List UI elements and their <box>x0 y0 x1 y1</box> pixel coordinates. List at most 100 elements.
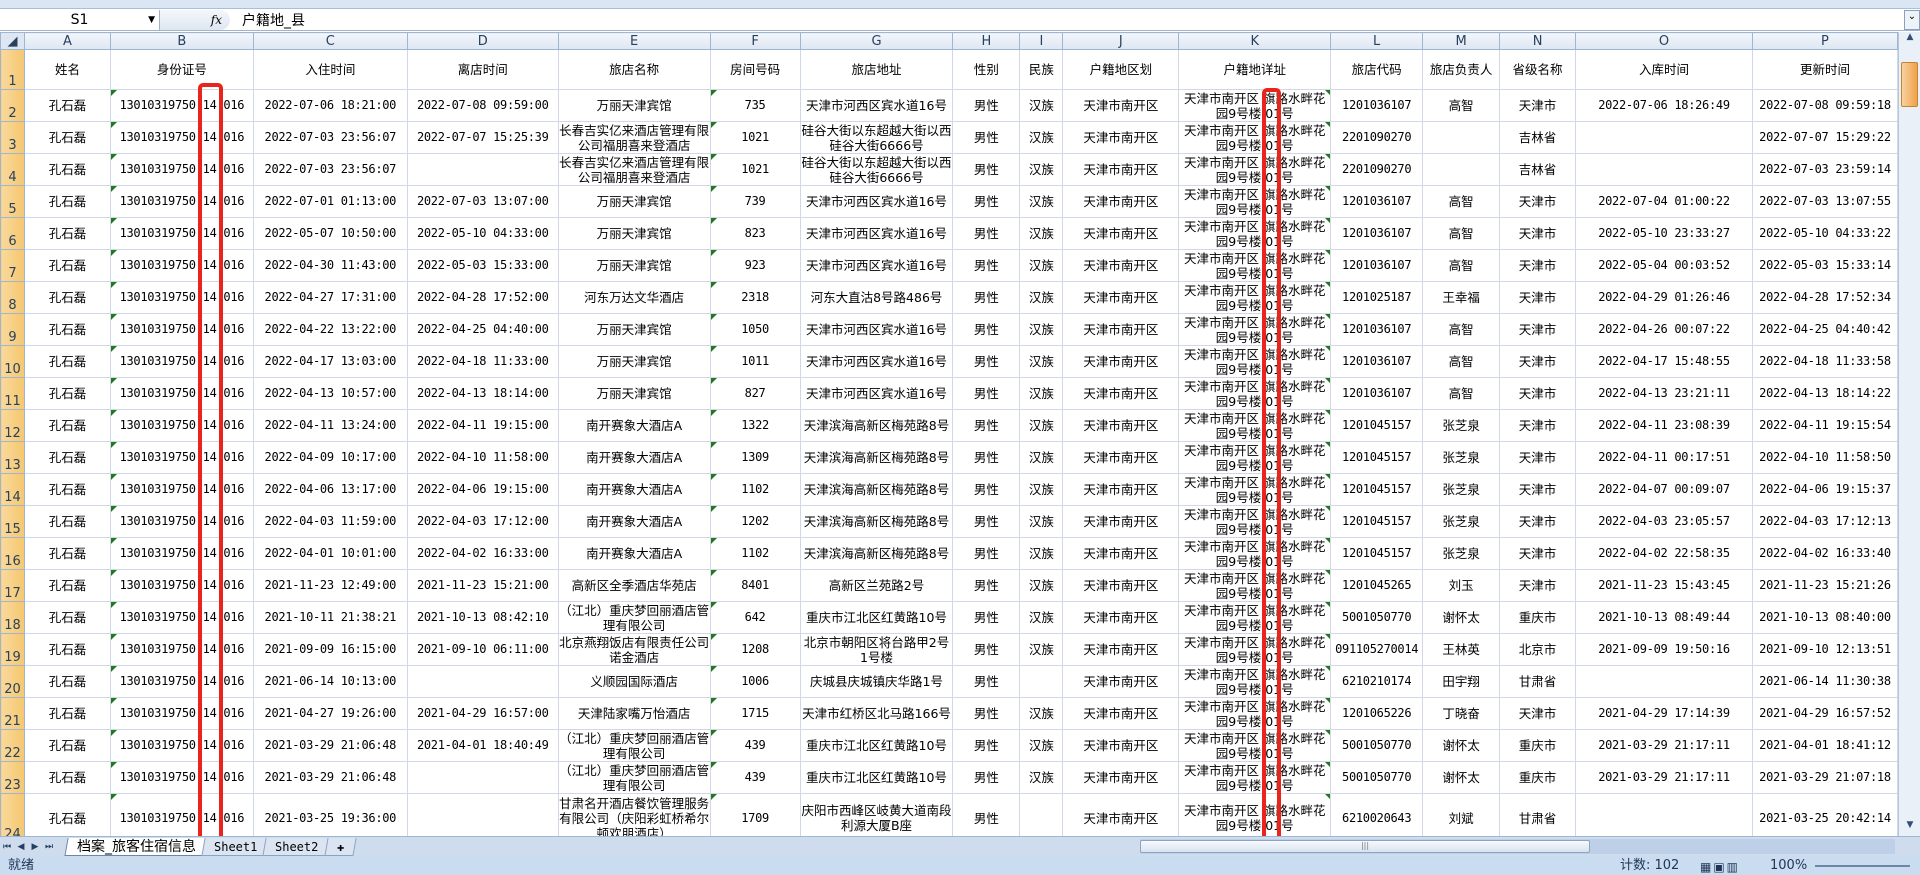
cell-p[interactable]: 2021-03-29 21:07:18 <box>1751 761 1898 794</box>
cell-c[interactable]: 2022-04-06 13:17:00 <box>252 473 408 506</box>
header-cell[interactable]: 旅店负责人 <box>1422 49 1501 90</box>
header-cell[interactable]: 省级名称 <box>1499 49 1577 90</box>
header-cell[interactable]: 离店时间 <box>406 49 559 90</box>
cell-n[interactable]: 天津市 <box>1499 345 1577 378</box>
cell-l[interactable]: 1201045157 <box>1330 409 1424 442</box>
cell-b[interactable]: 13010319750 14 016 <box>109 377 254 410</box>
cell-m[interactable]: 王林英 <box>1422 633 1501 666</box>
cell-a[interactable]: 孔石磊 <box>23 729 111 762</box>
cell-l[interactable]: 1201045157 <box>1330 473 1424 506</box>
cell-b[interactable]: 13010319750 14 016 <box>109 249 254 282</box>
header-cell[interactable]: 入住时间 <box>252 49 408 90</box>
cell-g[interactable]: 天津市红桥区北马路166号 <box>799 697 954 730</box>
cell-i[interactable]: 汉族 <box>1019 345 1064 378</box>
cell-j[interactable]: 天津市南开区 <box>1062 729 1180 762</box>
cell-n[interactable]: 天津市 <box>1499 217 1577 250</box>
column-header-f[interactable]: F <box>709 32 801 50</box>
cell-d[interactable]: 2022-04-11 19:15:00 <box>406 409 559 442</box>
horizontal-scrollbar[interactable]: ||| <box>1140 839 1895 854</box>
cell-k[interactable]: 天津市南开区 旗路水畔花园9号楼 01号 <box>1178 377 1332 410</box>
sheet-tab-sheet2[interactable]: Sheet2 <box>262 837 332 856</box>
cell-a[interactable]: 孔石磊 <box>23 761 111 794</box>
cell-a[interactable]: 孔石磊 <box>23 537 111 570</box>
cell-j[interactable]: 天津市南开区 <box>1062 793 1180 836</box>
cell-c[interactable]: 2022-04-01 10:01:00 <box>252 537 408 570</box>
cell-k[interactable]: 天津市南开区 旗路水畔花园9号楼 01号 <box>1178 281 1332 314</box>
cell-p[interactable]: 2022-04-03 17:12:13 <box>1751 505 1898 538</box>
cell-f[interactable]: 1309 <box>709 441 801 474</box>
cell-i[interactable]: 汉族 <box>1019 601 1064 634</box>
cell-m[interactable]: 高智 <box>1422 345 1501 378</box>
cell-m[interactable]: 高智 <box>1422 377 1501 410</box>
cell-j[interactable]: 天津市南开区 <box>1062 377 1180 410</box>
zoom-level[interactable]: 100% <box>1770 858 1808 873</box>
cell-h[interactable]: 男性 <box>952 665 1021 698</box>
cell-b[interactable]: 13010319750 14 016 <box>109 185 254 218</box>
cell-f[interactable]: 1006 <box>709 665 801 698</box>
cell-j[interactable]: 天津市南开区 <box>1062 409 1180 442</box>
column-header-l[interactable]: L <box>1330 32 1424 50</box>
cell-d[interactable]: 2022-04-03 17:12:00 <box>406 505 559 538</box>
cell-l[interactable]: 6210210174 <box>1330 665 1424 698</box>
cell-b[interactable]: 13010319750 14 016 <box>109 153 254 186</box>
cell-k[interactable]: 天津市南开区 旗路水畔花园9号楼 01号 <box>1178 793 1332 836</box>
cell-o[interactable] <box>1575 665 1753 698</box>
cell-p[interactable]: 2022-04-18 11:33:58 <box>1751 345 1898 378</box>
cell-p[interactable]: 2022-04-25 04:40:42 <box>1751 313 1898 346</box>
cell-b[interactable]: 13010319750 14 016 <box>109 121 254 154</box>
cell-d[interactable]: 2021-04-29 16:57:00 <box>406 697 559 730</box>
cell-m[interactable]: 张芝泉 <box>1422 537 1501 570</box>
cell-i[interactable]: 汉族 <box>1019 569 1064 602</box>
vertical-scroll-thumb[interactable] <box>1901 62 1918 107</box>
cell-l[interactable]: 1201036107 <box>1330 345 1424 378</box>
cell-e[interactable]: （江北）重庆梦回丽酒店管理有限公司 <box>557 761 711 794</box>
cell-c[interactable]: 2022-07-01 01:13:00 <box>252 185 408 218</box>
cell-g[interactable]: 天津市河西区宾水道16号 <box>799 345 954 378</box>
cell-f[interactable]: 1011 <box>709 345 801 378</box>
cell-n[interactable]: 重庆市 <box>1499 729 1577 762</box>
row-header[interactable]: 5 <box>0 185 25 218</box>
cell-k[interactable]: 天津市南开区 旗路水畔花园9号楼 01号 <box>1178 441 1332 474</box>
cell-j[interactable]: 天津市南开区 <box>1062 89 1180 122</box>
cell-m[interactable]: 张芝泉 <box>1422 505 1501 538</box>
cell-f[interactable]: 1322 <box>709 409 801 442</box>
cell-j[interactable]: 天津市南开区 <box>1062 537 1180 570</box>
cell-b[interactable]: 13010319750 14 016 <box>109 569 254 602</box>
cell-m[interactable]: 高智 <box>1422 313 1501 346</box>
cell-p[interactable]: 2021-09-10 12:13:51 <box>1751 633 1898 666</box>
next-sheet-icon[interactable]: ▶ <box>31 841 39 852</box>
cell-g[interactable]: 天津市河西区宾水道16号 <box>799 185 954 218</box>
cell-d[interactable]: 2022-04-13 18:14:00 <box>406 377 559 410</box>
header-cell[interactable]: 户籍地详址 <box>1178 49 1332 90</box>
column-header-a[interactable]: A <box>23 32 111 50</box>
cell-p[interactable]: 2021-10-13 08:40:00 <box>1751 601 1898 634</box>
cell-c[interactable]: 2021-03-25 19:36:00 <box>252 793 408 836</box>
header-cell[interactable]: 户籍地区划 <box>1062 49 1180 90</box>
column-header-g[interactable]: G <box>799 32 954 50</box>
row-header[interactable]: 10 <box>0 345 25 378</box>
cell-e[interactable]: 南开赛象大酒店A <box>557 409 711 442</box>
column-header-o[interactable]: O <box>1575 32 1753 50</box>
cell-m[interactable]: 谢怀太 <box>1422 601 1501 634</box>
row-header[interactable]: 15 <box>0 505 25 538</box>
column-header-e[interactable]: E <box>557 32 711 50</box>
cell-g[interactable]: 天津市河西区宾水道16号 <box>799 217 954 250</box>
row-header[interactable]: 20 <box>0 665 25 698</box>
cell-c[interactable]: 2022-07-03 23:56:07 <box>252 153 408 186</box>
header-cell[interactable]: 旅店代码 <box>1330 49 1424 90</box>
cell-l[interactable]: 2201090270 <box>1330 121 1424 154</box>
insert-sheet-icon[interactable]: ✚ <box>324 837 357 856</box>
cell-e[interactable]: 南开赛象大酒店A <box>557 505 711 538</box>
cell-a[interactable]: 孔石磊 <box>23 121 111 154</box>
cell-f[interactable]: 642 <box>709 601 801 634</box>
cell-p[interactable]: 2022-07-03 13:07:55 <box>1751 185 1898 218</box>
cell-a[interactable]: 孔石磊 <box>23 377 111 410</box>
cell-n[interactable]: 甘肃省 <box>1499 665 1577 698</box>
cell-e[interactable]: 天津陆家嘴万怡酒店 <box>557 697 711 730</box>
cell-m[interactable]: 刘斌 <box>1422 793 1501 836</box>
cell-h[interactable]: 男性 <box>952 249 1021 282</box>
header-cell[interactable]: 房间号码 <box>709 49 801 90</box>
cell-i[interactable]: 汉族 <box>1019 185 1064 218</box>
sheet-tab-sheet1[interactable]: Sheet1 <box>201 837 270 856</box>
cell-c[interactable]: 2022-07-06 18:21:00 <box>252 89 408 122</box>
